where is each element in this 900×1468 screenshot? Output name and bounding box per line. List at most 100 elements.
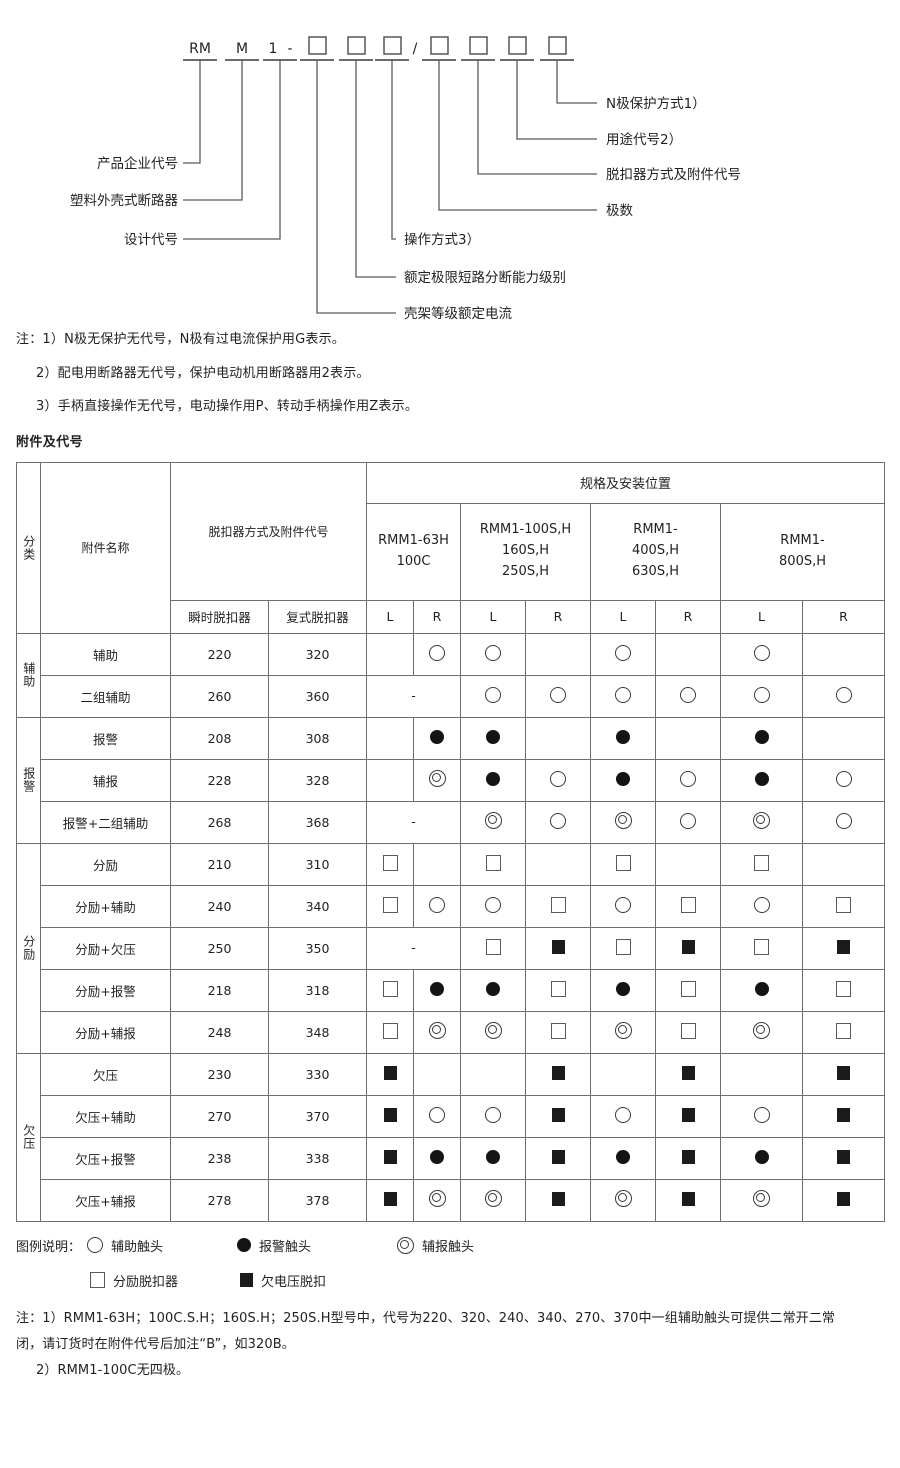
aux-contact-icon — [753, 896, 770, 913]
row-cell — [720, 632, 804, 676]
row-instant-code: 248 — [170, 1010, 269, 1054]
row-cell — [720, 968, 804, 1012]
row-cell — [460, 1052, 527, 1096]
alarm-contact-icon — [616, 729, 631, 744]
shunt-release-icon — [836, 1022, 852, 1039]
header-position-3-l: L — [720, 599, 804, 634]
row-cell — [720, 800, 804, 844]
shunt-release-icon — [550, 896, 566, 913]
row-cell — [366, 1178, 415, 1222]
row-cell — [802, 1052, 886, 1096]
diagram-label-right-2: 脱扣器方式及附件代号 — [606, 167, 741, 183]
row-instant-code: 228 — [170, 758, 269, 802]
header-model-1-line-1: 160S,H — [502, 543, 549, 559]
header-trip-code-group: 脱扣器方式及附件代号 — [169, 461, 368, 601]
row-cell-merged-63h: - — [366, 926, 462, 970]
row-cell — [802, 926, 886, 970]
row-cell — [720, 1052, 804, 1096]
diagram-note-1: 注：1）N极无保护无代号，N极有过电流保护用G表示。 — [16, 332, 345, 347]
code-box-3 — [383, 36, 402, 55]
row-cell — [460, 884, 527, 928]
row-cell — [525, 1010, 592, 1054]
table-row: 二组辅助 260 360- — [17, 674, 886, 718]
table-row: 分励+报警 218 318 — [17, 968, 886, 1012]
table-row: 辅报 228 328 — [17, 758, 886, 802]
row-name: 欠压+报警 — [40, 1136, 171, 1180]
aux-alarm-contact-icon — [484, 1022, 502, 1039]
row-instant-code: 250 — [170, 926, 269, 970]
header-compound-release: 复式脱扣器 — [267, 599, 368, 634]
aux-alarm-contact-icon — [614, 1190, 632, 1207]
row-cell — [590, 758, 657, 802]
row-cell — [460, 926, 527, 970]
row-instant-code: 218 — [170, 968, 269, 1012]
code-box-5 — [469, 36, 488, 55]
diagram-label-right-3: 极数 — [606, 203, 634, 219]
header-model-0-line-0: RMM1-63H — [378, 532, 449, 548]
row-compound-code: 348 — [267, 1010, 368, 1054]
aux-alarm-contact-icon — [428, 1022, 446, 1039]
header-position-0-r: R — [413, 599, 462, 634]
undervoltage-release-icon — [837, 1107, 851, 1122]
row-cell — [655, 800, 722, 844]
row-cell — [413, 758, 462, 802]
header-position-0-l: L — [366, 599, 415, 634]
row-cell — [413, 1178, 462, 1222]
footnotes-block: 注：1）RMM1-63H；100C.S.H；160S.H；250S.H型号中，代… — [0, 1306, 900, 1384]
row-cell — [366, 758, 415, 802]
row-cell — [366, 842, 415, 886]
aux-contact-icon — [550, 812, 567, 829]
accessories-table-wrap: 分类 附件名称 脱扣器方式及附件代号 规格及安装位置 RMM1-63H 100C RMM1-… — [0, 461, 900, 1222]
row-cell — [366, 1010, 415, 1054]
row-name: 辅助 — [40, 632, 171, 676]
aux-contact-icon — [680, 770, 697, 787]
header-model-2-line-0: RMM1- — [633, 522, 678, 538]
legend-block: 图例说明： 辅助触头 报警触头 辅报触头 分励脱扣器 欠电压脱扣 — [0, 1222, 900, 1290]
shunt-release-icon — [485, 938, 501, 955]
diagram-label-left-0: 产品企业代号 — [97, 155, 178, 172]
header-model-1-line-2: 250S,H — [502, 563, 549, 579]
undervoltage-release-icon — [681, 1065, 695, 1080]
undervoltage-release-icon — [837, 1149, 851, 1164]
diagram-note-3: 3）手柄直接操作无代号，电动操作用P、转动手柄操作用Z表示。 — [36, 399, 419, 414]
aux-contact-icon — [87, 1237, 104, 1253]
diagram-label-lower-1: 额定极限短路分断能力级别 — [404, 270, 566, 286]
code-part-1: 1 — [269, 41, 278, 57]
row-cell — [655, 1136, 722, 1180]
code-box-2 — [347, 36, 366, 55]
row-name: 二组辅助 — [40, 674, 171, 718]
table-row: 分励+辅助 240 340 — [17, 884, 886, 928]
row-cell — [460, 800, 527, 844]
row-cell — [655, 1178, 722, 1222]
shunt-release-icon — [90, 1272, 105, 1288]
row-cell — [802, 1178, 886, 1222]
aux-alarm-contact-icon — [397, 1236, 415, 1254]
undervoltage-release-icon — [551, 1107, 565, 1122]
row-cell — [413, 842, 462, 886]
row-cell — [655, 926, 722, 970]
aux-contact-icon — [835, 686, 852, 703]
row-instant-code: 240 — [170, 884, 269, 928]
footnote-1b: 闭，请订货时在附件代号后加注“B”，如320B。 — [16, 1336, 295, 1352]
row-cell — [720, 842, 804, 886]
diagram-label-left-2: 设计代号 — [124, 232, 178, 248]
row-cell — [413, 1052, 462, 1096]
aux-contact-icon — [680, 812, 697, 829]
alarm-contact-icon — [430, 729, 445, 744]
alarm-contact-icon — [237, 1238, 252, 1252]
undervoltage-release-icon — [383, 1107, 397, 1122]
row-cell — [525, 1094, 592, 1138]
aux-contact-icon — [429, 1106, 446, 1123]
row-cell — [460, 968, 527, 1012]
header-spec-group: 规格及安装位置 — [366, 461, 886, 504]
legend-item-shunt: 分励脱扣器 — [90, 1271, 240, 1290]
row-cell — [460, 1136, 527, 1180]
table-row: 辅助 辅助 220 320 — [16, 632, 886, 718]
legend-label-alarm: 报警触头 — [259, 1239, 312, 1255]
row-compound-code: 328 — [267, 758, 368, 802]
diagram-label-lower-2: 壳架等级额定电流 — [404, 305, 512, 322]
shunt-release-icon — [382, 980, 398, 997]
aux-contact-icon — [835, 812, 852, 829]
row-cell — [655, 1094, 722, 1138]
header-accessory-name: 附件名称 — [40, 461, 171, 634]
